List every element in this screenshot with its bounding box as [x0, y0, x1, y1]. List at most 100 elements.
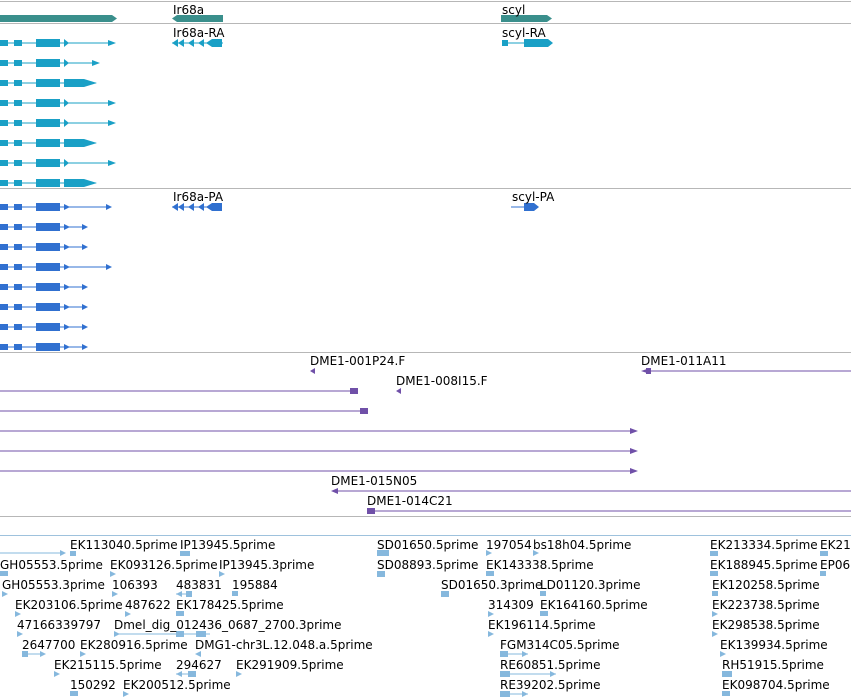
clone-feature[interactable] — [0, 448, 638, 454]
protein-feature[interactable] — [0, 323, 88, 331]
est-feature[interactable] — [0, 571, 8, 576]
est-feature-label[interactable]: 150292 — [70, 678, 116, 692]
est-feature-label[interactable]: GH05553.3prime — [2, 578, 105, 592]
clone-feature-label[interactable]: DME1-001P24.F — [310, 354, 405, 368]
est-feature[interactable] — [176, 611, 184, 616]
est-feature[interactable] — [540, 611, 548, 616]
clone-feature-015n05[interactable] — [331, 488, 851, 494]
est-feature-label[interactable]: IP13945.5prime — [180, 538, 275, 552]
transcript-feature-label[interactable]: scyl-RA — [502, 26, 546, 40]
est-feature[interactable] — [22, 651, 46, 657]
clone-feature[interactable] — [396, 388, 401, 394]
transcript-feature-ir68a-ra[interactable] — [172, 39, 223, 47]
est-feature[interactable] — [110, 571, 116, 577]
est-feature-label[interactable]: 483831 — [176, 578, 222, 592]
est-feature-label[interactable]: EK298538.5prime — [712, 618, 820, 632]
protein-feature[interactable] — [0, 303, 88, 311]
est-feature[interactable] — [710, 571, 718, 576]
transcript-feature[interactable] — [0, 139, 97, 147]
est-feature-label[interactable]: FGM314C05.5prime — [500, 638, 620, 652]
est-feature-label[interactable]: RE39202.5prime — [500, 678, 601, 692]
est-feature[interactable] — [712, 611, 718, 617]
est-feature-label[interactable]: EK280916.5prime — [80, 638, 188, 652]
est-feature-label[interactable]: EK164160.5prime — [540, 598, 648, 612]
transcript-feature[interactable] — [0, 159, 116, 167]
est-feature[interactable] — [712, 631, 718, 637]
est-feature[interactable] — [0, 550, 66, 556]
est-feature-label[interactable]: 195884 — [232, 578, 278, 592]
protein-feature-label[interactable]: Ir68a-PA — [173, 190, 224, 204]
est-feature[interactable] — [195, 651, 201, 657]
est-feature[interactable] — [722, 671, 732, 677]
est-feature[interactable] — [820, 551, 828, 556]
clone-feature[interactable] — [0, 428, 638, 434]
est-feature[interactable] — [720, 651, 726, 657]
protein-feature[interactable] — [0, 203, 112, 211]
transcript-feature[interactable] — [0, 119, 116, 127]
est-feature-label[interactable]: 197054 — [486, 538, 532, 552]
clone-feature[interactable] — [0, 388, 358, 394]
est-feature-label[interactable]: 294627 — [176, 658, 222, 672]
protein-feature-label[interactable]: scyl-PA — [512, 190, 555, 204]
est-feature[interactable] — [712, 591, 718, 596]
est-feature-label[interactable]: EK223738.5prime — [712, 598, 820, 612]
clone-feature-label[interactable]: DME1-011A11 — [641, 354, 727, 368]
est-feature[interactable] — [488, 611, 494, 617]
est-feature[interactable] — [176, 591, 192, 597]
transcript-feature[interactable] — [0, 79, 97, 87]
clone-feature[interactable] — [0, 468, 638, 474]
gene-feature-ir68a[interactable] — [177, 15, 223, 22]
est-feature[interactable] — [500, 691, 528, 697]
clone-feature[interactable] — [0, 408, 368, 414]
est-feature[interactable] — [232, 591, 238, 596]
est-feature[interactable] — [180, 551, 190, 556]
clone-feature-014c21[interactable] — [367, 508, 851, 514]
est-feature[interactable] — [176, 671, 196, 677]
clone-feature-label[interactable]: DME1-015N05 — [331, 474, 417, 488]
est-feature[interactable] — [54, 671, 60, 677]
clone-feature[interactable] — [641, 368, 851, 374]
protein-feature-scyl-pa[interactable] — [511, 203, 539, 211]
est-feature[interactable] — [500, 651, 528, 657]
est-feature[interactable] — [70, 551, 76, 556]
est-feature-label[interactable]: EK200512.5prime — [123, 678, 231, 692]
est-feature-label[interactable]: SD08893.5prime — [377, 558, 478, 572]
est-feature[interactable] — [15, 611, 21, 617]
clone-feature-label[interactable]: DME1-008I15.F — [396, 374, 488, 388]
est-feature-label[interactable]: EK120258.5prime — [712, 578, 820, 592]
clone-feature[interactable] — [310, 368, 315, 374]
est-feature-label[interactable]: 314309 — [488, 598, 534, 612]
est-feature[interactable] — [710, 551, 718, 556]
est-feature[interactable] — [722, 691, 730, 696]
est-feature-label[interactable]: GH05553.5prime — [0, 558, 103, 572]
transcript-feature[interactable] — [0, 99, 116, 107]
est-feature[interactable] — [540, 591, 546, 596]
protein-feature[interactable] — [0, 243, 88, 251]
protein-feature[interactable] — [0, 343, 88, 351]
transcript-feature-scyl-ra[interactable] — [502, 39, 553, 47]
est-feature-label[interactable]: bs18h04.5prime — [533, 538, 631, 552]
est-feature-label[interactable]: EK196114.5prime — [488, 618, 596, 632]
transcript-feature-label[interactable]: Ir68a-RA — [173, 26, 225, 40]
gene-feature-label[interactable]: Ir68a — [173, 3, 204, 17]
est-feature[interactable] — [125, 611, 131, 617]
est-feature-label[interactable]: EK113040.5prime — [70, 538, 178, 552]
est-feature-label[interactable]: EK213334.5prime — [710, 538, 818, 552]
est-feature-label[interactable]: 487622 — [125, 598, 171, 612]
est-feature-label[interactable]: EK098704.5prime — [722, 678, 830, 692]
est-feature[interactable] — [533, 550, 539, 556]
est-feature[interactable] — [219, 571, 225, 577]
est-feature[interactable] — [441, 591, 449, 597]
est-feature-label[interactable]: SD01650.3prime — [441, 578, 542, 592]
transcript-feature[interactable] — [0, 59, 100, 67]
clone-feature-label[interactable]: DME1-014C21 — [367, 494, 453, 508]
gene-feature[interactable] — [0, 15, 112, 22]
protein-feature[interactable] — [0, 223, 88, 231]
est-feature[interactable] — [2, 591, 8, 597]
est-feature-label[interactable]: EK215115.5prime — [54, 658, 162, 672]
transcript-feature[interactable] — [0, 179, 97, 187]
est-feature-label[interactable]: EK188945.5prime — [710, 558, 818, 572]
transcript-feature[interactable] — [0, 39, 116, 47]
est-feature-label[interactable]: EP06 — [820, 558, 850, 572]
est-feature-label[interactable]: SD01650.5prime — [377, 538, 478, 552]
